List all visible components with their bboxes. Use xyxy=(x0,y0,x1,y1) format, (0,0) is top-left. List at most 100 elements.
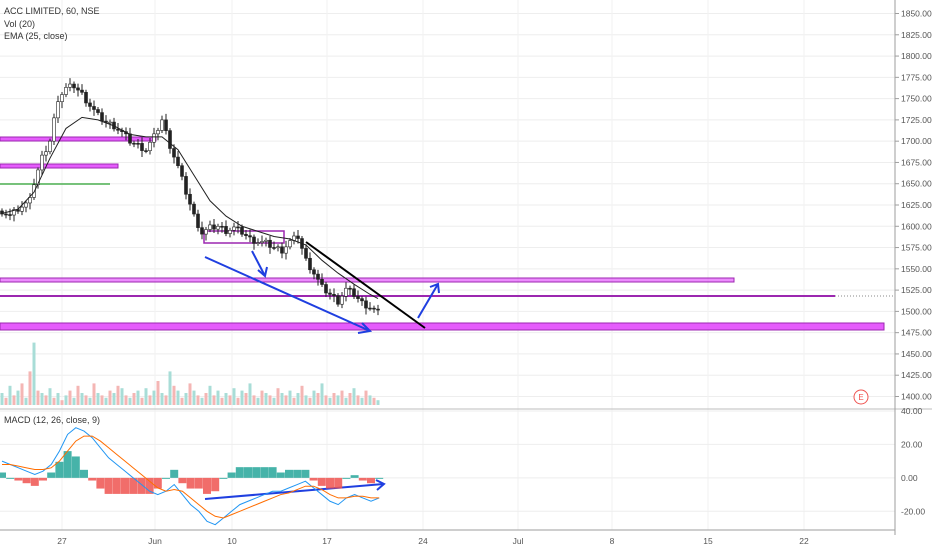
volume-bar xyxy=(292,397,296,405)
macd-hist-bar xyxy=(367,477,375,484)
candle-body xyxy=(360,298,364,302)
volume-bar xyxy=(212,395,216,405)
arrow-up xyxy=(417,283,439,319)
macd-axis[interactable]: 40.00 20.00 0.00 -20.00 xyxy=(901,406,925,516)
candle-body xyxy=(268,239,272,248)
price-tick-label: 1400.00 xyxy=(901,391,932,401)
macd-hist-bar xyxy=(39,477,47,481)
macd-hist-bar xyxy=(358,477,367,481)
resistance-zone-1680 xyxy=(0,163,119,169)
candle-body xyxy=(148,141,152,152)
volume-bar xyxy=(148,395,152,405)
volume-bar xyxy=(336,395,340,405)
volume-bar xyxy=(376,400,380,405)
time-axis[interactable]: 27 Jun 10 17 24 Jul 8 15 22 xyxy=(57,536,809,546)
candle-body xyxy=(184,176,188,195)
volume-bar xyxy=(276,388,280,405)
price-tick-label: 1675.00 xyxy=(901,157,932,167)
candle-body xyxy=(348,287,352,290)
resistance-zone-1545 xyxy=(0,277,735,283)
volume-bar xyxy=(356,395,360,405)
macd-hist-bar xyxy=(293,469,302,478)
macd-hist-bar xyxy=(268,467,277,478)
earnings-badge[interactable]: E xyxy=(853,389,869,405)
volume-bar xyxy=(220,397,224,405)
volume-bar xyxy=(40,393,44,405)
macd-hist-bar xyxy=(301,469,310,478)
price-tick-label: 1700.00 xyxy=(901,136,932,146)
price-axis[interactable]: 1850.00 1825.00 1800.00 1775.00 1750.00 1725.… xyxy=(895,9,932,402)
volume-bar xyxy=(28,371,32,405)
candle-body xyxy=(192,203,196,215)
volume-bar xyxy=(120,388,124,405)
price-tick-label: 1500.00 xyxy=(901,306,932,316)
legend-volume[interactable]: Vol (20) xyxy=(4,19,36,29)
volume-bar xyxy=(320,383,324,405)
volume-bar xyxy=(312,390,316,405)
price-tick-label: 1575.00 xyxy=(901,243,932,253)
legend-macd[interactable]: MACD (12, 26, close, 9) xyxy=(4,415,101,425)
volume-bar xyxy=(364,390,368,405)
candle-body xyxy=(256,242,260,244)
volume-bar xyxy=(236,397,240,405)
macd-hist-bar xyxy=(55,461,64,478)
candle-body xyxy=(252,236,256,244)
macd-hist-bar xyxy=(145,477,154,494)
candle-body xyxy=(368,307,372,310)
consolidation-zone xyxy=(203,230,285,244)
volume-bar xyxy=(252,395,256,405)
candle-body xyxy=(296,235,300,239)
candle-body xyxy=(272,247,276,249)
legend-symbol[interactable]: ACC LIMITED, 60, NSE xyxy=(4,6,100,16)
volume-bar xyxy=(16,390,20,405)
macd-hist-bar xyxy=(63,451,72,478)
candle-body xyxy=(364,300,368,309)
macd-hist-bar xyxy=(121,477,129,494)
macd-hist-bar xyxy=(104,477,113,494)
volume-bar xyxy=(204,393,208,405)
volume-bar xyxy=(300,385,304,405)
candle-body xyxy=(56,101,60,119)
macd-hist-bar xyxy=(162,477,170,479)
macd-tick-label: 0.00 xyxy=(901,473,918,483)
macd-hist-bar xyxy=(252,467,261,478)
candle-body xyxy=(84,92,88,104)
volume-bar xyxy=(192,390,196,405)
macd-hist-bar xyxy=(30,477,39,486)
candle-body xyxy=(340,295,344,305)
candle-body xyxy=(236,226,240,229)
time-tick-label: 17 xyxy=(322,536,332,546)
candle-body xyxy=(284,246,288,254)
volume-bar xyxy=(248,383,252,405)
signal-line xyxy=(2,435,380,519)
price-tick-label: 1825.00 xyxy=(901,30,932,40)
user-drawings[interactable] xyxy=(204,241,440,500)
drawn-levels[interactable] xyxy=(0,136,895,331)
volume-bar xyxy=(268,395,272,405)
candle-body xyxy=(200,227,204,235)
volume-bar xyxy=(360,397,364,405)
volume-bar xyxy=(232,388,236,405)
candle-body xyxy=(168,130,172,149)
volume-bar xyxy=(184,393,188,405)
macd-histogram xyxy=(0,451,384,494)
legend-ema[interactable]: EMA (25, close) xyxy=(4,31,68,41)
candle-body xyxy=(140,143,144,151)
candle-body xyxy=(332,294,336,297)
candle-body xyxy=(204,229,208,235)
grid xyxy=(0,0,895,530)
candle-body xyxy=(320,278,324,285)
candle-body xyxy=(220,225,224,228)
candle-body xyxy=(144,150,148,152)
volume-bar xyxy=(96,393,100,405)
candle-body xyxy=(240,226,244,235)
volume-bars xyxy=(0,342,380,405)
volume-bar xyxy=(176,390,180,405)
macd-hist-bar xyxy=(80,469,88,478)
candle-body xyxy=(372,307,376,310)
volume-bar xyxy=(12,395,16,405)
volume-bar xyxy=(44,395,48,405)
volume-bar xyxy=(272,397,276,405)
time-tick-label: 10 xyxy=(227,536,237,546)
